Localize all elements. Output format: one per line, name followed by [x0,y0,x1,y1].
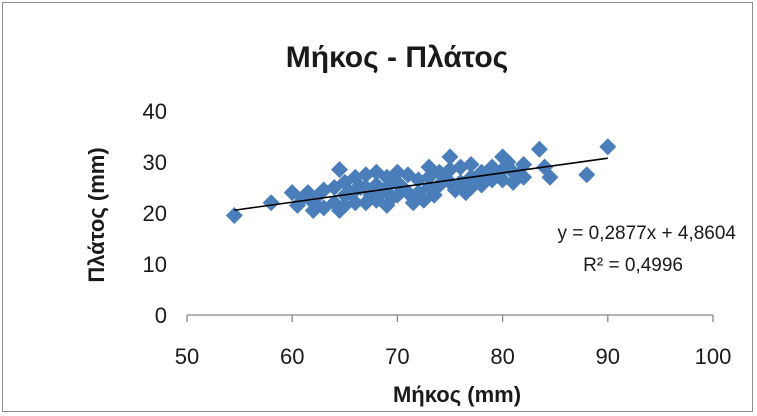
data-points [225,138,617,225]
chart-frame: Μήκος - Πλάτος 0 10 20 30 40 50 60 70 80 90 100 y… [2,2,753,412]
data-point [346,194,364,212]
chart-title: Μήκος - Πλάτος [286,41,509,74]
data-point [331,161,349,179]
y-axis-ticks: 0 10 20 30 40 [143,99,167,328]
y-tick-label: 40 [143,99,167,124]
data-point [462,156,480,174]
trendline-equation: y = 0,2877x + 4,8604 [557,223,736,244]
data-point [541,168,559,186]
x-tick-label: 90 [596,344,620,369]
data-point [515,168,533,186]
y-axis-label: Πλάτος (mm) [84,147,109,282]
x-axis-label: Μήκος (mm) [393,382,521,407]
y-tick-label: 20 [143,201,167,226]
data-point [578,166,596,184]
x-tick-label: 50 [175,344,199,369]
data-point [599,138,617,156]
x-axis-ticks: 50 60 70 80 90 100 [175,315,732,369]
x-tick-label: 100 [695,344,732,369]
data-point [441,148,459,166]
x-tick-label: 60 [280,344,304,369]
trendline [234,157,608,212]
data-point [262,194,280,212]
data-point [530,140,548,158]
r-squared-label: R² = 0,4996 [583,255,683,276]
x-tick-label: 70 [385,344,409,369]
y-tick-label: 0 [155,303,167,328]
scatter-chart: Μήκος - Πλάτος 0 10 20 30 40 50 60 70 80 90 100 y… [84,41,736,407]
y-tick-label: 30 [143,150,167,175]
data-point [225,207,243,225]
x-tick-label: 80 [490,344,514,369]
y-tick-label: 10 [143,252,167,277]
